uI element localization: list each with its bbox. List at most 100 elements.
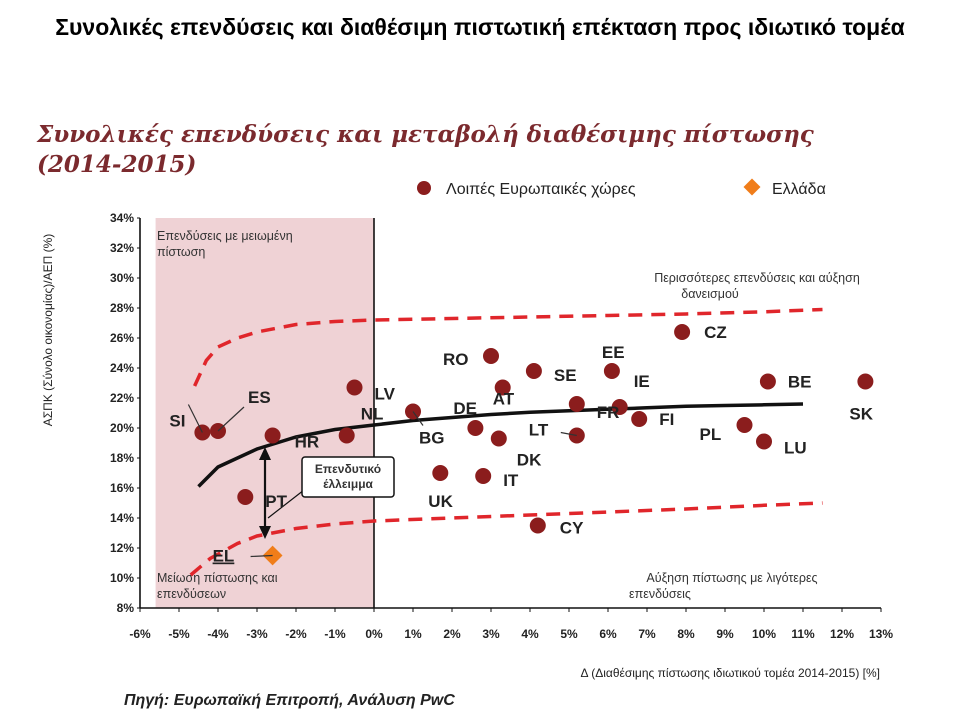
y-axis-title: ΑΣΠΚ (Σύνολο οικονομίας)/ΑΕΠ (%)	[41, 234, 55, 427]
point-label-bg: BG	[419, 429, 445, 448]
point-label-pl: PL	[700, 425, 722, 444]
chart-legend: Λοιπές Ευρωπαικές χώρες Ελλάδα	[417, 178, 826, 198]
point-label-cz: CZ	[704, 323, 727, 342]
point-label-pt: PT	[265, 492, 287, 511]
point-label-fr: FR	[597, 403, 620, 422]
point-label-se: SE	[554, 366, 577, 385]
gap-callout-text: Επενδυτικό έλλειμμα	[315, 462, 381, 491]
point-label-ee: EE	[602, 343, 625, 362]
y-tick-label: 32%	[110, 241, 134, 255]
point-fr	[568, 396, 585, 412]
x-tick-label: -5%	[168, 627, 190, 641]
point-hr	[264, 427, 281, 444]
upper-band-curve	[193, 307, 823, 387]
point-label-fi: FI	[659, 410, 674, 429]
point-cz	[674, 324, 691, 340]
point-pt	[237, 489, 254, 505]
point-label-uk: UK	[428, 492, 453, 511]
point-ie	[611, 399, 628, 415]
point-pl	[736, 417, 753, 433]
point-dk	[490, 430, 507, 447]
gap-arrow-head-top	[259, 447, 271, 460]
label-leader-lines	[187, 404, 577, 558]
gap-callout-line	[267, 489, 305, 519]
point-sk	[857, 373, 874, 390]
point-fi	[631, 411, 648, 427]
chart-title: Συνολικές επενδύσεις και μεταβολή διαθέσ…	[36, 121, 815, 148]
point-label-cy: CY	[560, 519, 584, 538]
x-tick-label: 9%	[716, 627, 734, 641]
x-tick-label: -4%	[207, 627, 229, 641]
point-label-be: BE	[788, 373, 812, 392]
point-label-hr: HR	[295, 433, 320, 452]
point-label-lu: LU	[784, 439, 807, 458]
annotation-top-right: Περισσότερες επενδύσεις και αύξηση δανεισ…	[654, 271, 860, 301]
y-tick-label: 22%	[110, 391, 134, 405]
investment-gap-annotation: Επενδυτικό έλλειμμα	[259, 447, 395, 539]
point-ee	[603, 363, 620, 379]
annotation-bottom-left: Μείωση πίστωσης και επενδύσεων	[157, 571, 278, 601]
leader-bg	[412, 411, 424, 426]
y-tick-label: 20%	[110, 421, 134, 435]
slide-title: Συνολικές επενδύσεις και διαθέσιμη πιστω…	[55, 14, 905, 40]
point-label-es: ES	[248, 388, 271, 407]
y-tick-label: 26%	[110, 331, 134, 345]
point-label-de: DE	[453, 399, 477, 418]
x-tick-label: -1%	[324, 627, 346, 641]
x-tick-label: 11%	[791, 627, 815, 641]
point-ro	[483, 348, 499, 364]
x-tick-label: 7%	[638, 627, 656, 641]
gap-callout-box	[301, 456, 395, 498]
point-label-si: SI	[169, 412, 185, 431]
y-tick-label: 28%	[110, 301, 134, 315]
x-tick-label: 5%	[560, 627, 578, 641]
point-label-sk: SK	[849, 405, 873, 424]
leader-si	[187, 404, 203, 433]
point-label-at: AT	[493, 390, 515, 409]
x-tick-label: 8%	[677, 627, 695, 641]
leader-el	[250, 554, 273, 558]
point-label-nl: NL	[361, 405, 384, 424]
y-tick-label: 10%	[110, 571, 134, 585]
leader-es	[217, 406, 245, 432]
x-tick-label: -3%	[246, 627, 268, 641]
point-label-lt: LT	[529, 421, 549, 440]
y-tick-label: 8%	[117, 601, 135, 615]
annotation-top-left: Επενδύσεις με μειωμένη πίστωση	[157, 229, 293, 259]
legend-label-others: Λοιπές Ευρωπαικές χώρες	[446, 181, 636, 198]
x-tick-label: 3%	[482, 627, 500, 641]
point-be	[759, 373, 776, 390]
point-label-lv: LV	[375, 385, 396, 404]
point-nl	[338, 427, 355, 444]
point-cy	[529, 517, 546, 534]
y-tick-label: 34%	[110, 211, 134, 225]
point-lu	[756, 433, 772, 450]
source-note: Πηγή: Ευρωπαϊκή Επιτροπή, Ανάλυση PwC	[124, 692, 455, 709]
x-axis-title: Δ (Διαθέσιμης πίστωσης ιδιωτικού τομέα 2…	[581, 666, 880, 680]
legend-marker-others	[417, 181, 431, 195]
lower-band-curve	[189, 501, 823, 577]
y-tick-label: 16%	[110, 481, 134, 495]
point-uk	[432, 465, 449, 481]
point-label-el: EL	[213, 547, 235, 566]
point-de	[467, 420, 484, 436]
x-tick-label: 1%	[404, 627, 422, 641]
y-tick-label: 30%	[110, 271, 134, 285]
point-label-dk: DK	[517, 451, 542, 470]
x-tick-label: -2%	[285, 627, 307, 641]
point-se	[525, 363, 542, 379]
x-tick-label: 10%	[752, 627, 776, 641]
x-tick-label: 6%	[599, 627, 617, 641]
y-tick-label: 14%	[110, 511, 134, 525]
y-tick-label: 18%	[110, 451, 134, 465]
leader-lt	[560, 431, 577, 437]
point-at	[494, 379, 511, 396]
trend-curve	[197, 402, 804, 488]
x-tick-label: 0%	[365, 627, 383, 641]
legend-marker-greece	[743, 178, 761, 196]
point-label-ro: RO	[443, 350, 469, 369]
annotation-bottom-right: Αύξηση πίστωσης με λιγότερες επενδύσεις	[629, 571, 818, 601]
x-tick-label: 13%	[869, 627, 893, 641]
legend-label-greece: Ελλάδα	[772, 181, 826, 198]
x-tick-label: 2%	[443, 627, 461, 641]
